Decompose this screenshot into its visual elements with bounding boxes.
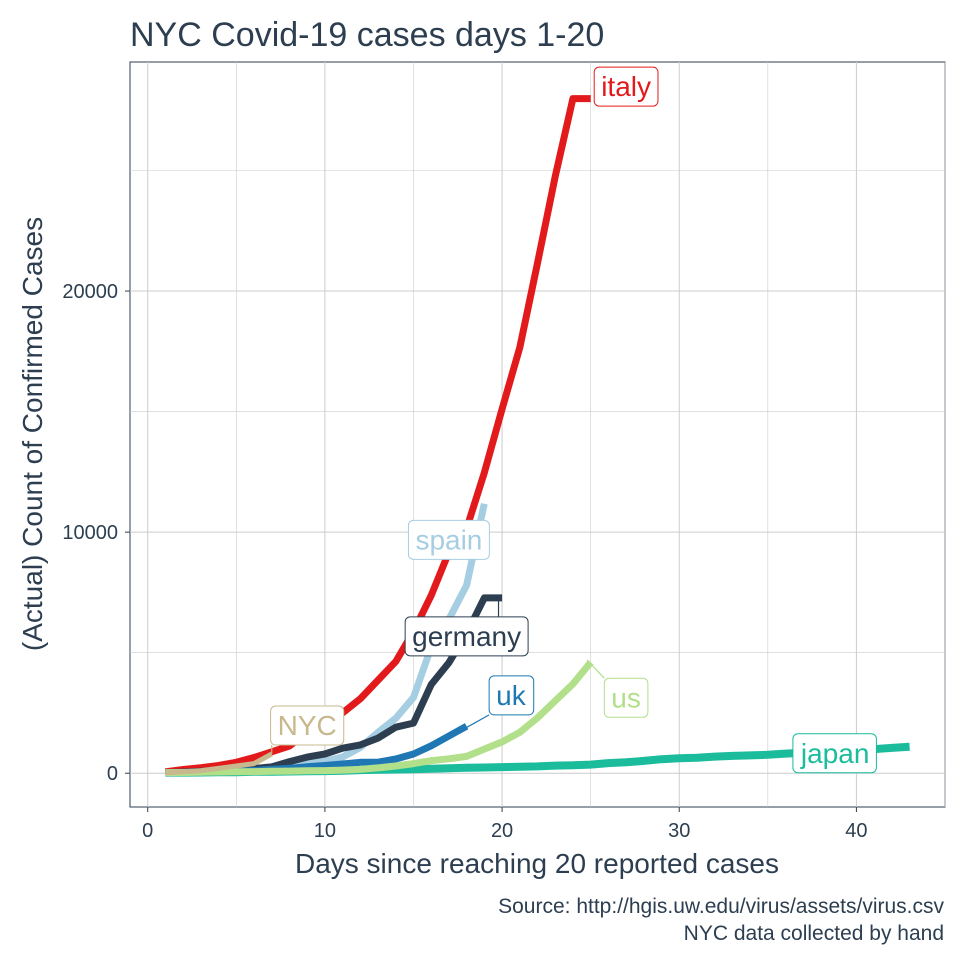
label-connector xyxy=(466,714,490,728)
series-label-us: us xyxy=(586,659,649,718)
series-label-japan: japan xyxy=(792,733,877,774)
series-label-text: germany xyxy=(412,621,521,652)
plot-panel xyxy=(129,61,946,808)
y-tick-label: 0 xyxy=(107,763,118,785)
chart-title: NYC Covid-19 cases days 1-20 xyxy=(130,16,604,54)
series-label-text: italy xyxy=(601,71,651,102)
label-box xyxy=(404,616,529,657)
y-tick-label: 10000 xyxy=(62,522,118,544)
x-tick-label: 30 xyxy=(668,820,690,842)
x-axis-title: Days since reaching 20 reported cases xyxy=(295,848,779,879)
series-labels: japan italy spain germany uk us NYC xyxy=(270,66,877,774)
series-line-us xyxy=(165,660,594,777)
caption-source: Source: http://hgis.uw.edu/virus/assets/… xyxy=(498,895,944,918)
series-label-text: spain xyxy=(415,524,482,555)
series-line-italy xyxy=(164,95,591,776)
y-axis-title: (Actual) Count of Confirmed Cases xyxy=(17,217,48,651)
label-box xyxy=(407,519,490,560)
series-line-nyc xyxy=(165,751,273,776)
series-label-nyc: NYC xyxy=(270,705,345,754)
x-tick-label: 40 xyxy=(845,820,867,842)
x-tick-label: 0 xyxy=(142,820,153,842)
series-label-italy: italy xyxy=(593,66,659,107)
series-label-text: japan xyxy=(800,738,870,769)
series-label-spain: spain xyxy=(407,519,490,560)
axis-ticks: 0 10 20 30 40 0 10000 20000 xyxy=(62,281,867,842)
series-label-text: NYC xyxy=(278,710,337,741)
caption-nyc-note: NYC data collected by hand xyxy=(684,922,944,945)
series-label-germany: germany xyxy=(404,599,529,657)
label-box xyxy=(488,675,535,716)
label-box xyxy=(792,733,877,774)
label-box xyxy=(270,705,345,746)
series-lines xyxy=(164,95,910,777)
x-tick-label: 20 xyxy=(491,820,513,842)
x-tick-label: 10 xyxy=(314,820,336,842)
series-label-text: us xyxy=(611,682,641,713)
series-label-uk: uk xyxy=(466,675,535,728)
series-label-text: uk xyxy=(496,680,527,711)
label-connector xyxy=(586,659,605,679)
label-box xyxy=(593,66,659,107)
y-tick-label: 20000 xyxy=(62,281,118,303)
label-box xyxy=(603,677,649,718)
